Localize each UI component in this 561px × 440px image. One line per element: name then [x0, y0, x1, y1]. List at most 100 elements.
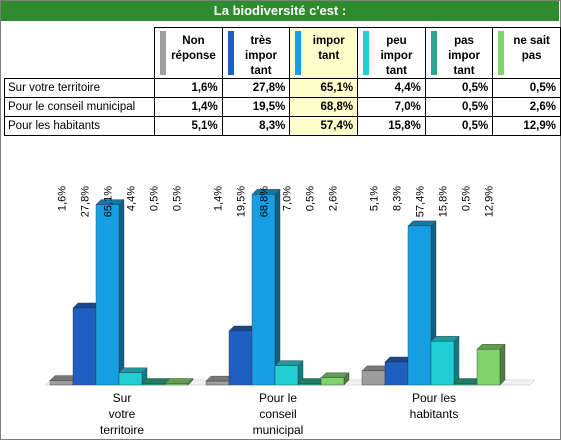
row-label: Sur votre territoire	[3, 78, 156, 98]
table-header-row: Non réponse très impor tant impor tant peu im…	[4, 27, 561, 79]
data-label: 12,9%	[484, 186, 496, 217]
column-header: Non réponse	[154, 27, 223, 79]
column-header-label: ne sait pas	[507, 34, 556, 64]
bar	[164, 378, 194, 386]
bar-top	[407, 220, 437, 227]
column-header-label: impor tant	[304, 34, 353, 64]
bar-front	[164, 383, 189, 386]
column-header-label: très impor tant	[237, 34, 286, 79]
data-label: 1,4%	[213, 186, 225, 211]
table-cell: 0,5%	[424, 78, 494, 98]
bar-front	[72, 307, 97, 386]
series-color-swatch	[363, 31, 370, 75]
table-cell: 1,4%	[154, 97, 223, 117]
bar	[251, 188, 281, 386]
category-label: territoire	[100, 423, 144, 437]
column-header: impor tant	[289, 27, 359, 79]
bar-front	[274, 365, 299, 386]
data-label: 7,0%	[282, 186, 294, 211]
category-label: Pour les	[412, 391, 456, 405]
bar-front	[476, 349, 501, 386]
bar-top	[118, 367, 148, 374]
bar-chart: 1,6% 1,4% 5,1% 27,8% 19,5% 8,3% 65,1% 68,8% 57,4…	[44, 186, 536, 437]
bar-side	[274, 188, 281, 386]
bar	[384, 356, 414, 386]
table-cell: 68,8%	[289, 97, 359, 117]
bar-top	[476, 344, 506, 350]
table-cell: 12,9%	[492, 116, 561, 136]
data-label: 4,4%	[126, 186, 138, 211]
row-label: Pour le conseil municipal	[3, 97, 156, 117]
chart-title: La biodiversité c'est :	[1, 1, 559, 21]
table-cell: 0,5%	[424, 97, 494, 117]
bar-front	[361, 370, 386, 386]
column-header-label: pas impor tant	[440, 34, 488, 79]
category-label: Pour le	[259, 391, 297, 405]
table-cell: 2,6%	[492, 97, 561, 117]
category-label: habitants	[410, 407, 459, 421]
table-row: Sur votre territoire 1,6% 27,8% 65,1% 4,…	[3, 78, 561, 98]
column-header-line: réponse	[171, 50, 216, 62]
data-table: Non réponse très impor tant impor tant peu im…	[3, 27, 561, 136]
data-label: 0,5%	[149, 186, 161, 211]
table-cell: 15,8%	[357, 116, 426, 136]
column-header: peu impor tant	[357, 27, 426, 79]
column-header-line: impor	[380, 50, 413, 62]
bar	[95, 199, 125, 386]
bar-side	[118, 199, 125, 386]
data-label: 1,6%	[57, 186, 69, 211]
category-label: Sur	[113, 391, 132, 405]
column-header-line: tant	[453, 65, 475, 77]
bar-top	[164, 378, 194, 384]
table-row: Pour le conseil municipal 1,4% 19,5% 68,…	[3, 97, 561, 117]
bar	[118, 367, 148, 386]
bar-top	[320, 372, 350, 378]
data-label: 19,5%	[236, 186, 248, 217]
table-cell: 65,1%	[289, 78, 359, 98]
table-cell: 1,6%	[154, 78, 223, 98]
table-cell: 57,4%	[289, 116, 359, 136]
bar-front	[297, 383, 322, 386]
bar-front	[384, 361, 409, 386]
data-label: 68,8%	[259, 186, 271, 217]
bar-front	[49, 380, 74, 386]
column-header: pas impor tant	[424, 27, 494, 79]
table-cell: 7,0%	[357, 97, 426, 117]
bar	[476, 343, 506, 386]
series-color-swatch	[498, 31, 505, 75]
column-header-line: pas	[454, 35, 474, 47]
table-cell: 27,8%	[221, 78, 291, 98]
bar	[320, 372, 350, 386]
table-cell: 5,1%	[154, 116, 223, 136]
column-header-label: peu impor tant	[372, 34, 421, 79]
column-header-line: très	[250, 35, 272, 47]
data-label: 0,5%	[305, 186, 317, 211]
series-color-swatch	[160, 31, 167, 75]
data-label: 27,8%	[80, 186, 92, 217]
column-header-line: Non	[182, 35, 205, 47]
column-header-line: tant	[318, 50, 340, 62]
column-header-line: pas	[521, 50, 542, 62]
bar-front	[141, 383, 166, 386]
column-header-line: impor	[448, 50, 481, 62]
bar-front	[95, 204, 120, 386]
row-label: Pour les habitants	[3, 116, 156, 136]
bar-front	[453, 383, 478, 386]
bar-front	[407, 225, 432, 386]
table-row: Pour les habitants 5,1% 8,3% 57,4% 15,8%…	[3, 116, 561, 136]
table-cell: 4,4%	[357, 78, 426, 98]
column-header-line: impor	[245, 50, 277, 62]
data-label: 5,1%	[369, 186, 381, 211]
table-cell: 19,5%	[221, 97, 291, 117]
category-label: conseil	[259, 407, 296, 421]
bar-top	[274, 360, 304, 366]
data-label: 0,5%	[172, 186, 184, 211]
data-label: 15,8%	[438, 186, 450, 217]
category-label: votre	[109, 407, 136, 421]
bar-front	[430, 341, 455, 386]
bar-side	[453, 335, 460, 386]
column-header: ne sait pas	[492, 27, 561, 79]
bar	[274, 360, 304, 386]
column-header-line: tant	[385, 65, 408, 77]
bar-side	[499, 343, 506, 386]
